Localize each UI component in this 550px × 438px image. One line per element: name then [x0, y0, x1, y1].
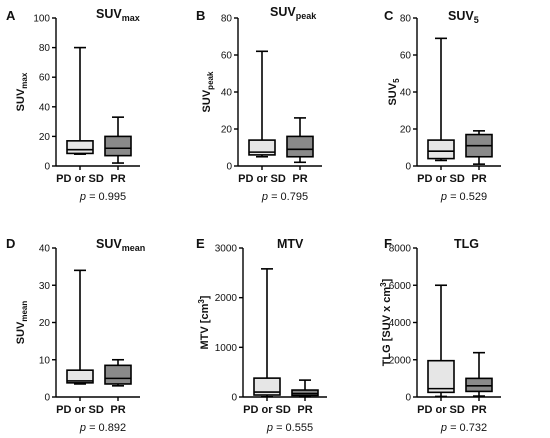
y-axis-title: TLG [SUV x cm3] [379, 278, 393, 366]
x-category-label: PD or SD [56, 173, 104, 185]
box-pr [286, 117, 314, 164]
panel-e: E MTV MTV [cm3] 0 1000 2000 3000 PD or SD PR p = … [196, 236, 327, 434]
y-axis-title: SUVmax [15, 72, 29, 111]
box-pr [104, 358, 132, 387]
y-tick-label: 1000 [215, 343, 238, 354]
chart-title: SUVpeak [270, 5, 317, 21]
y-tick-label: 0 [231, 393, 237, 404]
x-category-label: PR [471, 404, 486, 416]
box-pd-or-sd [427, 37, 455, 162]
panel-letter: B [196, 8, 205, 23]
y-tick-label: 80 [400, 14, 412, 25]
box-iqr [248, 139, 276, 156]
box-pr [465, 130, 493, 165]
y-tick-label: 2000 [215, 293, 238, 304]
p-value: p = 0.892 [79, 422, 126, 434]
y-axis-title: SUVmean [15, 301, 29, 345]
box-iqr [427, 139, 455, 160]
box-pr [465, 351, 493, 397]
p-value: p = 0.555 [266, 422, 313, 434]
panel-a: A SUVmax SUVmax 0 20 40 60 80 100 PD or SD PR p = 0… [6, 7, 140, 203]
box-iqr [104, 364, 132, 385]
y-tick-label: 40 [400, 88, 412, 99]
x-category-label: PR [110, 404, 125, 416]
y-tick-label: 60 [39, 73, 51, 84]
box-iqr [427, 359, 455, 394]
y-tick-label: 0 [405, 162, 411, 173]
chart-title: SUVmax [96, 7, 140, 23]
y-tick-label: 60 [221, 51, 233, 62]
panel-letter: A [6, 8, 16, 23]
y-tick-label: 0 [44, 162, 50, 173]
box-iqr [66, 369, 94, 384]
y-tick-label: 2000 [389, 355, 412, 366]
box-pd-or-sd [427, 284, 455, 398]
box-iqr [104, 135, 132, 157]
panel-letter: C [384, 8, 394, 23]
p-value: p = 0.732 [440, 422, 487, 434]
y-tick-label: 20 [221, 125, 233, 136]
y-tick-label: 6000 [389, 281, 412, 292]
y-tick-label: 40 [39, 244, 51, 255]
y-axis-title: SUV5 [387, 78, 401, 106]
y-tick-label: 0 [226, 162, 232, 173]
y-tick-label: 60 [400, 51, 412, 62]
y-tick-label: 20 [39, 318, 51, 329]
y-tick-label: 80 [39, 43, 51, 54]
chart-title: SUV5 [448, 9, 479, 25]
chart-title: TLG [454, 237, 479, 251]
y-tick-label: 100 [33, 14, 50, 25]
box-iqr [66, 140, 94, 155]
p-value: p = 0.795 [261, 191, 308, 203]
x-category-label: PR [297, 404, 312, 416]
panel-letter: D [6, 236, 15, 251]
y-tick-label: 10 [39, 355, 51, 366]
x-category-label: PD or SD [417, 173, 465, 185]
chart-title: SUVmean [96, 237, 145, 253]
box-pd-or-sd [66, 46, 94, 155]
x-category-label: PR [292, 173, 307, 185]
y-tick-label: 20 [400, 125, 412, 136]
p-value: p = 0.995 [79, 191, 126, 203]
x-category-label: PD or SD [238, 173, 286, 185]
y-tick-label: 4000 [389, 318, 412, 329]
box-iqr [253, 377, 281, 396]
x-category-label: PD or SD [417, 404, 465, 416]
y-tick-label: 20 [39, 132, 51, 143]
panel-f: F TLG TLG [SUV x cm3] 0 2000 4000 6000 8000 PD o… [379, 236, 501, 434]
x-category-label: PD or SD [56, 404, 104, 416]
y-tick-label: 40 [221, 88, 233, 99]
box-pd-or-sd [253, 268, 281, 398]
box-pd-or-sd [66, 269, 94, 385]
panel-letter: F [384, 236, 392, 251]
panel-b: B SUVpeak SUVpeak 0 20 40 60 80 PD or SD PR p = 0.… [196, 5, 322, 203]
panel-c: C SUV5 SUV5 0 20 40 60 80 PD or SD PR p = 0.529 [384, 8, 501, 203]
y-axis-title: SUVpeak [201, 71, 215, 112]
y-tick-label: 40 [39, 102, 51, 113]
y-tick-label: 0 [44, 393, 50, 404]
y-tick-label: 8000 [389, 244, 412, 255]
y-tick-label: 30 [39, 281, 51, 292]
box-pr [104, 116, 132, 164]
chart-title: MTV [277, 237, 304, 251]
x-category-label: PR [110, 173, 125, 185]
y-tick-label: 0 [405, 393, 411, 404]
panel-d: D SUVmean SUVmean 0 10 20 30 40 PD or SD PR p = 0.… [6, 236, 145, 434]
y-axis-title: MTV [cm3] [197, 295, 211, 349]
y-tick-label: 3000 [215, 244, 238, 255]
box-iqr [286, 135, 314, 158]
y-tick-label: 80 [221, 14, 233, 25]
box-pr [291, 379, 319, 398]
box-pd-or-sd [248, 50, 276, 158]
x-category-label: PR [471, 173, 486, 185]
p-value: p = 0.529 [440, 191, 487, 203]
x-category-label: PD or SD [243, 404, 291, 416]
panel-letter: E [196, 236, 205, 251]
box-iqr [465, 377, 493, 393]
